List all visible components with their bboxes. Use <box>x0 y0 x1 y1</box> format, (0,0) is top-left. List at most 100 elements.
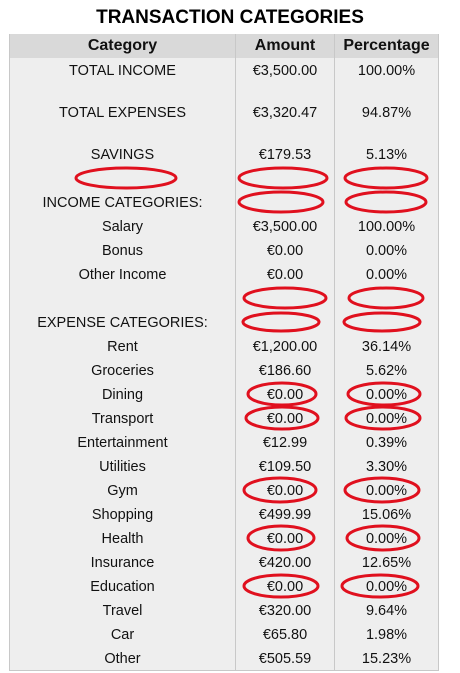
amount-cell[interactable]: €0.00 <box>235 574 334 598</box>
category-cell[interactable]: Utilities <box>9 454 235 478</box>
category-cell[interactable]: Education <box>9 574 235 598</box>
category-cell[interactable]: EXPENSE CATEGORIES: <box>9 310 235 334</box>
amount-cell[interactable] <box>235 286 334 310</box>
amount-cell[interactable]: €0.00 <box>235 406 334 430</box>
table-row: Insurance €420.00 12.65% <box>9 550 439 575</box>
table-row <box>9 166 439 191</box>
percentage-cell[interactable] <box>334 166 439 190</box>
category-cell[interactable]: Transport <box>9 406 235 430</box>
amount-cell[interactable]: €186.60 <box>235 358 334 382</box>
sheet-title: TRANSACTION CATEGORIES <box>0 0 460 34</box>
percentage-cell[interactable]: 100.00% <box>334 214 439 238</box>
percentage-cell[interactable]: 0.39% <box>334 430 439 454</box>
table-row: Shopping €499.99 15.06% <box>9 502 439 527</box>
percentage-cell[interactable]: 15.06% <box>334 502 439 526</box>
category-cell[interactable]: Shopping <box>9 502 235 526</box>
amount-cell[interactable]: €0.00 <box>235 262 334 286</box>
percentage-cell[interactable]: 3.30% <box>334 454 439 478</box>
table-row: INCOME CATEGORIES: <box>9 190 439 215</box>
category-cell[interactable]: TOTAL INCOME <box>9 58 235 82</box>
category-cell[interactable]: Dining <box>9 382 235 406</box>
table-row: Travel €320.00 9.64% <box>9 598 439 623</box>
category-cell[interactable]: Bonus <box>9 238 235 262</box>
amount-cell[interactable] <box>235 166 334 190</box>
category-cell[interactable]: TOTAL EXPENSES <box>9 82 235 124</box>
amount-cell[interactable]: €0.00 <box>235 478 334 502</box>
table-row <box>9 286 439 311</box>
amount-cell[interactable]: €1,200.00 <box>235 334 334 358</box>
header-category[interactable]: Category <box>9 34 235 58</box>
percentage-cell[interactable] <box>334 190 439 214</box>
amount-cell[interactable]: €3,320.47 <box>235 82 334 124</box>
category-cell[interactable]: Gym <box>9 478 235 502</box>
amount-cell[interactable]: €109.50 <box>235 454 334 478</box>
amount-cell[interactable]: €3,500.00 <box>235 58 334 82</box>
category-cell[interactable]: Travel <box>9 598 235 622</box>
percentage-cell[interactable]: 0.00% <box>334 238 439 262</box>
percentage-cell[interactable]: 0.00% <box>334 478 439 502</box>
category-cell[interactable]: Other Income <box>9 262 235 286</box>
amount-cell[interactable]: €320.00 <box>235 598 334 622</box>
category-cell[interactable]: Groceries <box>9 358 235 382</box>
transaction-table: Category Amount Percentage TOTAL INCOME €… <box>9 34 439 670</box>
percentage-cell[interactable]: 0.00% <box>334 382 439 406</box>
amount-cell[interactable]: €3,500.00 <box>235 214 334 238</box>
percentage-cell[interactable]: 94.87% <box>334 82 439 124</box>
category-cell[interactable]: Salary <box>9 214 235 238</box>
table-row: Car €65.80 1.98% <box>9 622 439 647</box>
amount-cell[interactable] <box>235 190 334 214</box>
table-row: Transport €0.00 0.00% <box>9 406 439 431</box>
percentage-cell[interactable]: 0.00% <box>334 406 439 430</box>
category-cell[interactable]: Rent <box>9 334 235 358</box>
category-cell[interactable]: Car <box>9 622 235 646</box>
amount-cell[interactable]: €0.00 <box>235 382 334 406</box>
table-row: Salary €3,500.00 100.00% <box>9 214 439 239</box>
percentage-cell[interactable]: 9.64% <box>334 598 439 622</box>
percentage-cell[interactable]: 5.13% <box>334 124 439 166</box>
percentage-cell[interactable]: 100.00% <box>334 58 439 82</box>
percentage-cell[interactable] <box>334 310 439 334</box>
table-row: Other €505.59 15.23% <box>9 646 439 671</box>
category-cell[interactable]: Other <box>9 646 235 670</box>
table-row: TOTAL INCOME €3,500.00 100.00% <box>9 58 439 83</box>
table-row: Rent €1,200.00 36.14% <box>9 334 439 359</box>
percentage-cell[interactable]: 0.00% <box>334 526 439 550</box>
amount-cell[interactable]: €0.00 <box>235 238 334 262</box>
category-cell[interactable] <box>9 166 235 190</box>
header-amount[interactable]: Amount <box>235 34 334 58</box>
percentage-cell[interactable] <box>334 286 439 310</box>
percentage-cell[interactable]: 36.14% <box>334 334 439 358</box>
table-row: Gym €0.00 0.00% <box>9 478 439 503</box>
category-cell[interactable]: INCOME CATEGORIES: <box>9 190 235 214</box>
amount-cell[interactable]: €12.99 <box>235 430 334 454</box>
amount-cell[interactable] <box>235 310 334 334</box>
amount-cell[interactable]: €420.00 <box>235 550 334 574</box>
percentage-cell[interactable]: 5.62% <box>334 358 439 382</box>
percentage-cell[interactable]: 15.23% <box>334 646 439 670</box>
table-row: Entertainment €12.99 0.39% <box>9 430 439 455</box>
category-cell[interactable]: Entertainment <box>9 430 235 454</box>
header-percentage[interactable]: Percentage <box>334 34 439 58</box>
category-cell[interactable] <box>9 286 235 310</box>
table-row: Utilities €109.50 3.30% <box>9 454 439 479</box>
table-row: SAVINGS €179.53 5.13% <box>9 124 439 167</box>
amount-cell[interactable]: €65.80 <box>235 622 334 646</box>
amount-cell[interactable]: €0.00 <box>235 526 334 550</box>
category-cell[interactable]: Health <box>9 526 235 550</box>
percentage-cell[interactable]: 0.00% <box>334 262 439 286</box>
category-cell[interactable]: Insurance <box>9 550 235 574</box>
percentage-cell[interactable]: 1.98% <box>334 622 439 646</box>
table-row: Bonus €0.00 0.00% <box>9 238 439 263</box>
percentage-cell[interactable]: 0.00% <box>334 574 439 598</box>
category-cell[interactable]: SAVINGS <box>9 124 235 166</box>
header-row: Category Amount Percentage <box>9 34 439 59</box>
table-row: Health €0.00 0.00% <box>9 526 439 551</box>
table-row: TOTAL EXPENSES €3,320.47 94.87% <box>9 82 439 125</box>
table-row: Groceries €186.60 5.62% <box>9 358 439 383</box>
table-row: Education €0.00 0.00% <box>9 574 439 599</box>
amount-cell[interactable]: €179.53 <box>235 124 334 166</box>
percentage-cell[interactable]: 12.65% <box>334 550 439 574</box>
amount-cell[interactable]: €499.99 <box>235 502 334 526</box>
amount-cell[interactable]: €505.59 <box>235 646 334 670</box>
